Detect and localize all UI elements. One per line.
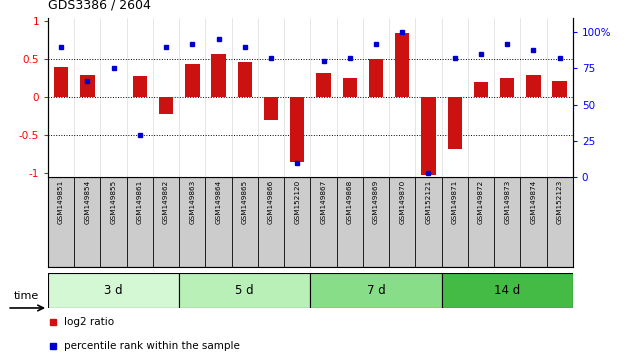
Bar <box>342 78 357 97</box>
Bar <box>395 33 410 97</box>
Text: GSM149865: GSM149865 <box>242 180 248 224</box>
Bar <box>237 62 252 97</box>
Text: GDS3386 / 2604: GDS3386 / 2604 <box>48 0 151 11</box>
Text: GSM149855: GSM149855 <box>111 180 116 224</box>
Bar <box>159 97 173 114</box>
Text: GSM152121: GSM152121 <box>426 180 431 224</box>
Bar <box>132 76 147 97</box>
Text: GSM149870: GSM149870 <box>399 180 405 224</box>
Bar <box>179 273 310 308</box>
Text: GSM149872: GSM149872 <box>478 180 484 224</box>
Text: GSM149866: GSM149866 <box>268 180 274 224</box>
Text: GSM149854: GSM149854 <box>84 180 90 224</box>
Bar <box>54 67 68 97</box>
Text: 7 d: 7 d <box>367 284 385 297</box>
Bar <box>447 97 462 149</box>
Text: GSM149862: GSM149862 <box>163 180 169 224</box>
Bar <box>264 97 278 120</box>
Text: GSM149851: GSM149851 <box>58 180 64 224</box>
Text: GSM149867: GSM149867 <box>321 180 326 224</box>
Bar <box>369 59 383 97</box>
Text: GSM149868: GSM149868 <box>347 180 353 224</box>
Bar <box>526 75 541 97</box>
Text: GSM152123: GSM152123 <box>557 180 563 224</box>
Bar <box>211 54 226 97</box>
Text: GSM149871: GSM149871 <box>452 180 458 224</box>
Bar <box>474 82 488 97</box>
Text: GSM149873: GSM149873 <box>504 180 510 224</box>
Bar <box>500 78 515 97</box>
Text: 3 d: 3 d <box>104 284 123 297</box>
Text: GSM149874: GSM149874 <box>531 180 536 224</box>
Bar <box>80 75 95 97</box>
Text: GSM152120: GSM152120 <box>294 180 300 224</box>
Text: GSM149861: GSM149861 <box>137 180 143 224</box>
Bar <box>421 97 436 175</box>
Bar <box>316 73 331 97</box>
Bar <box>552 81 567 97</box>
Text: 14 d: 14 d <box>494 284 520 297</box>
Text: GSM149869: GSM149869 <box>373 180 379 224</box>
Bar <box>442 273 573 308</box>
Text: log2 ratio: log2 ratio <box>64 317 114 327</box>
Text: 5 d: 5 d <box>236 284 254 297</box>
Bar <box>48 273 179 308</box>
Text: time: time <box>14 291 39 301</box>
Bar <box>185 64 200 97</box>
Bar <box>290 97 305 162</box>
Text: percentile rank within the sample: percentile rank within the sample <box>64 341 239 350</box>
Bar <box>310 273 442 308</box>
Text: GSM149863: GSM149863 <box>189 180 195 224</box>
Text: GSM149864: GSM149864 <box>216 180 221 224</box>
